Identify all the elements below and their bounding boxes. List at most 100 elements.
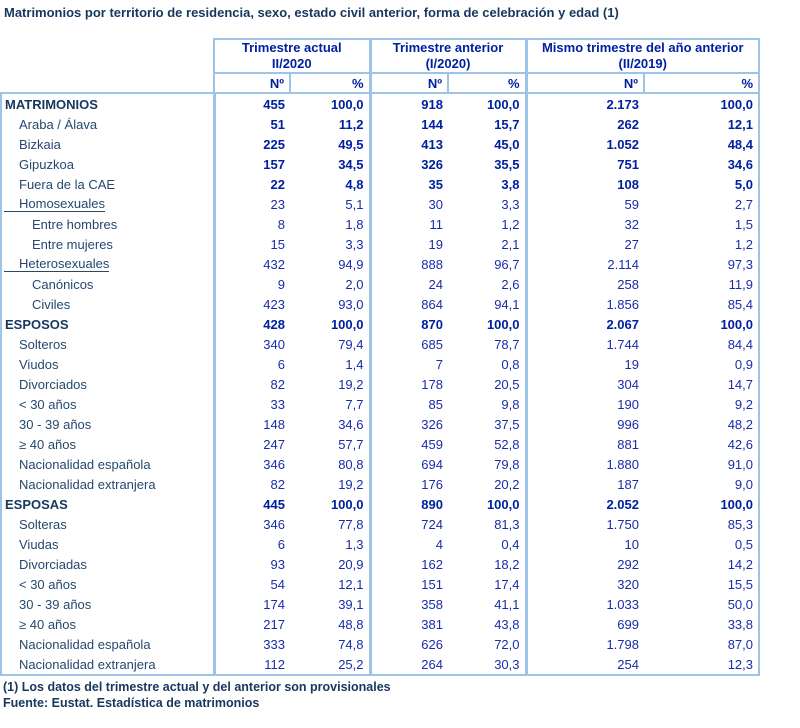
cell-count: 346 (212, 454, 290, 474)
subheader-percent: % (643, 72, 760, 94)
cell-percent: 85,4 (644, 294, 760, 314)
row-label: ≥ 40 años (0, 614, 214, 634)
cell-percent: 7,7 (345, 396, 364, 412)
cell-percent: 1,4 (345, 356, 364, 372)
cell-percent: 49,5 (338, 136, 364, 152)
row-label: Civiles (0, 294, 214, 314)
cell-percent: 5,0 (644, 174, 760, 194)
cell-percent: 91,0 (644, 454, 760, 474)
cell-count: 432 (212, 254, 290, 274)
cell-count: 445 (212, 494, 290, 514)
cell-percent: 5,1 (345, 196, 364, 212)
cell-count: 626 (368, 634, 448, 654)
cell-count: 93 (212, 554, 290, 574)
cell-percent: 97,3 (644, 254, 760, 274)
table-row: Viudas 6 1,3 4 0,4 10 0,5 (0, 534, 760, 554)
cell-count: 751 (524, 154, 644, 174)
cell-percent: 35,5 (494, 156, 520, 172)
cell-percent: 17,4 (494, 576, 520, 592)
cell-count: 174 (212, 594, 290, 614)
cell-count: 996 (524, 414, 644, 434)
row-label: Araba / Álava (0, 114, 214, 134)
cell-count: 112 (212, 654, 290, 676)
cell-percent: 52,8 (494, 436, 520, 452)
cell-count: 176 (368, 474, 448, 494)
row-label-underlined: Homosexuales (4, 196, 105, 212)
cell-percent: 20,5 (494, 376, 520, 392)
cell-percent: 11,9 (644, 274, 760, 294)
cell-count: 413 (368, 134, 448, 154)
cell-percent: 84,4 (644, 334, 760, 354)
row-label: Bizkaia (0, 134, 214, 154)
cell-count: 10 (524, 534, 644, 554)
cell-percent: 20,2 (494, 476, 520, 492)
cell-count: 27 (524, 234, 644, 254)
table-row: Araba / Álava 51 11,2 144 15,7 262 12,1 (0, 114, 760, 134)
table-row: Nacionalidad extranjera 112 25,2 264 30,3 254… (0, 654, 760, 676)
table-row: Civiles 423 93,0 864 94,1 1.856 85,4 (0, 294, 760, 314)
table-row: Nacionalidad española 333 74,8 626 72,0 1.798… (0, 634, 760, 654)
footnotes: (1) Los datos del trimestre actual y del… (3, 679, 391, 711)
cell-percent: 48,8 (338, 616, 364, 632)
cell-count: 33 (212, 394, 290, 414)
cell-count: 4 (368, 534, 448, 554)
row-label: Canónicos (0, 274, 214, 294)
cell-percent: 3,3 (501, 196, 520, 212)
row-label: Solteras (0, 514, 214, 534)
cell-percent: 79,8 (494, 456, 520, 472)
cell-percent: 15,7 (494, 116, 520, 132)
page-title: Matrimonios por territorio de residencia… (4, 5, 619, 20)
cell-count: 1.798 (524, 634, 644, 654)
cell-count: 1.856 (524, 294, 644, 314)
cell-percent: 1,8 (345, 216, 364, 232)
cell-percent: 19,2 (338, 376, 364, 392)
row-label: Fuera de la CAE (0, 174, 214, 194)
cell-percent: 77,8 (338, 516, 364, 532)
cell-count: 1.744 (524, 334, 644, 354)
cell-count: 699 (524, 614, 644, 634)
cell-count: 6 (212, 534, 290, 554)
column-header-line1: Trimestre actual (241, 40, 342, 55)
cell-percent: 42,6 (644, 434, 760, 454)
cell-count: 888 (368, 254, 448, 274)
cell-count: 326 (368, 154, 448, 174)
cell-percent: 100,0 (330, 316, 364, 332)
cell-percent: 19,2 (338, 476, 364, 492)
cell-percent: 15,5 (644, 574, 760, 594)
table-row: Entre mujeres 15 3,3 19 2,1 27 1,2 (0, 234, 760, 254)
cell-count: 51 (212, 114, 290, 134)
footnote-source: Fuente: Eustat. Estadística de matrimoni… (3, 696, 260, 710)
row-label-underlined: Heterosexuales (4, 256, 110, 272)
cell-count: 190 (524, 394, 644, 414)
row-label: Heterosexuales (0, 254, 214, 274)
cell-percent: 34,5 (338, 156, 364, 172)
cell-count: 890 (368, 494, 448, 514)
cell-count: 82 (212, 474, 290, 494)
cell-count: 292 (524, 554, 644, 574)
table-row: Gipuzkoa 157 34,5 326 35,5 751 34,6 (0, 154, 760, 174)
cell-percent: 48,4 (644, 134, 760, 154)
subheader-percent: % (447, 72, 527, 94)
table-row: Solteros 340 79,4 685 78,7 1.744 84,4 (0, 334, 760, 354)
cell-percent: 100,0 (644, 494, 760, 514)
cell-count: 724 (368, 514, 448, 534)
cell-count: 881 (524, 434, 644, 454)
row-label: ESPOSOS (0, 314, 214, 334)
cell-percent: 2,1 (501, 236, 520, 252)
table-row: Canónicos 9 2,0 24 2,6 258 11,9 (0, 274, 760, 294)
cell-count: 23 (212, 194, 290, 214)
table-row: 30 - 39 años 148 34,6 326 37,5 996 48,2 (0, 414, 760, 434)
cell-count: 346 (212, 514, 290, 534)
row-label: Nacionalidad española (0, 454, 214, 474)
cell-count: 108 (524, 174, 644, 194)
cell-count: 247 (212, 434, 290, 454)
cell-percent: 14,7 (644, 374, 760, 394)
row-label: Nacionalidad española (0, 634, 214, 654)
cell-percent: 1,2 (644, 234, 760, 254)
cell-count: 9 (212, 274, 290, 294)
cell-percent: 4,8 (345, 176, 364, 192)
cell-count: 320 (524, 574, 644, 594)
cell-percent: 81,3 (494, 516, 520, 532)
cell-percent: 100,0 (330, 496, 364, 512)
